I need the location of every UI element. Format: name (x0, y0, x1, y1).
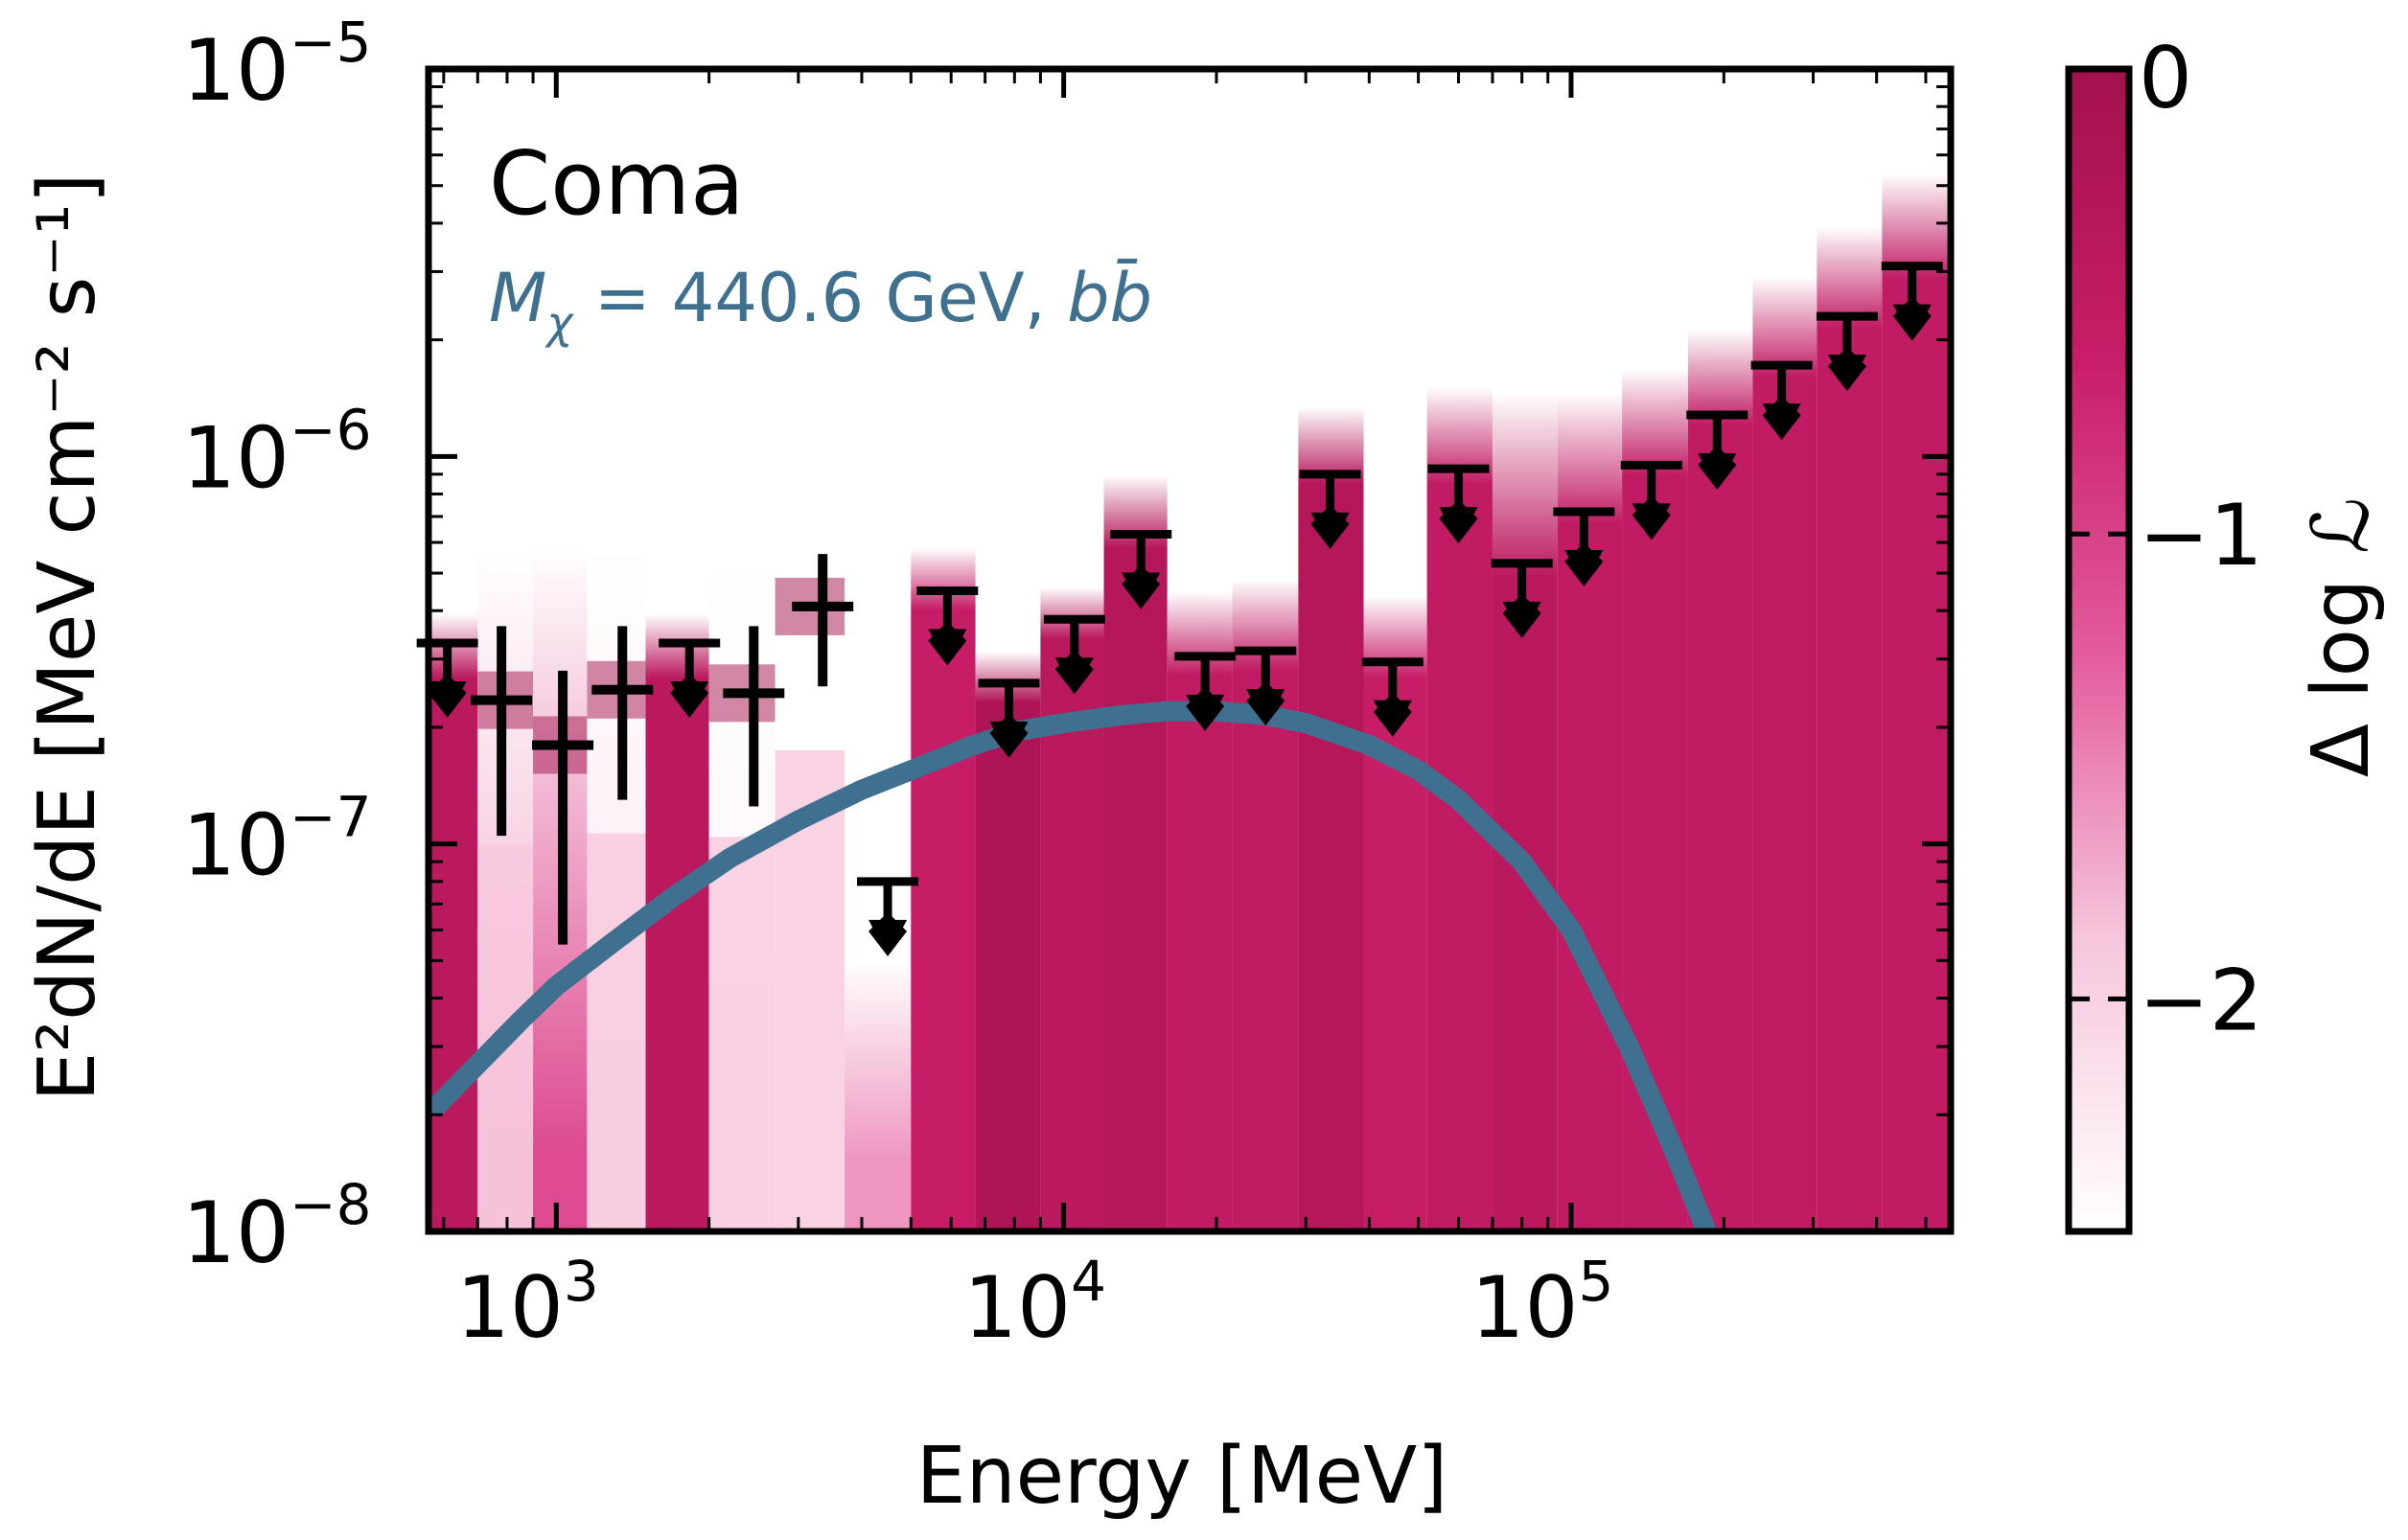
upper-limit-marker (1427, 464, 1490, 544)
upper-limit-marker (1299, 470, 1361, 549)
colorbar-tick-label: −1 (2139, 486, 2263, 585)
y-tick-label: 10−7 (182, 785, 371, 895)
upper-limit-marker (1620, 460, 1682, 540)
x-axis-label: Energy [MeV] (916, 1431, 1447, 1522)
x-tick-label: 103 (456, 1249, 599, 1357)
annotations: Coma Mχ = 440.6 GeV, bb̄ Energy [MeV] E²… (22, 132, 2387, 1522)
source-name: Coma (489, 132, 745, 235)
upper-limit-marker (1043, 614, 1105, 695)
upper-limit-marker (1110, 529, 1172, 609)
flux-point (532, 670, 594, 945)
model-mass-symbol: M (489, 259, 546, 337)
model-label: Mχ = 440.6 GeV, bb̄ (489, 258, 1152, 349)
y-ticks: 10−8 10−7 10−6 10−5 (182, 10, 1951, 1282)
upper-limit-marker (1750, 360, 1813, 441)
plot-area: 103 104 105 10−8 10−7 10−6 10−5 (182, 10, 1955, 1357)
upper-limit-marker (1361, 657, 1424, 737)
colorbar-label: Δ log ℒ (2296, 497, 2387, 777)
likelihood-band (1040, 586, 1104, 1231)
x-ticks: 103 104 105 (442, 69, 1928, 1357)
flux-point (792, 554, 854, 687)
upper-limit-marker (1816, 311, 1878, 392)
likelihood-band (1882, 172, 1951, 1231)
likelihood-band (1492, 393, 1558, 1231)
colorbar-tick-label: 0 (2139, 29, 2192, 127)
upper-limit-marker (1491, 559, 1553, 638)
upper-limit-marker (1553, 507, 1615, 587)
model-mass-subscript: χ (544, 297, 574, 349)
likelihood-fade (708, 837, 776, 1231)
axes-frame (425, 65, 1955, 1235)
colorbar-tick-label: −2 (2139, 951, 2263, 1049)
likelihood-band (428, 613, 478, 1231)
likelihood-fade (587, 833, 646, 1231)
flux-markers (416, 262, 1943, 956)
upper-limit-marker (978, 678, 1040, 758)
likelihood-band (845, 958, 912, 1231)
likelihood-band (911, 547, 976, 1231)
upper-limit-marker (857, 877, 919, 956)
upper-limit-marker (1881, 262, 1943, 341)
likelihood-band (1167, 591, 1233, 1231)
upper-limit-marker (1235, 646, 1297, 726)
upper-limit-marker (1686, 410, 1748, 490)
likelihood-band (1557, 393, 1623, 1231)
y-tick-label: 10−6 (182, 397, 371, 507)
upper-limit-marker (659, 638, 721, 719)
y-axis-label: E²dN/dE [MeV cm⁻² s⁻¹] (22, 172, 113, 1101)
y-tick-label: 10−5 (182, 10, 371, 120)
colorbar-gradient (2069, 69, 2129, 1231)
upper-limit-marker (916, 586, 979, 666)
dm-model-curve (428, 701, 1717, 1231)
flux-point (471, 626, 533, 837)
likelihood-bands (428, 172, 1951, 1231)
colorbar: 0 −1 −2 (2065, 29, 2263, 1235)
likelihood-band (1817, 226, 1883, 1231)
model-mass-value: = 440.6 GeV, (573, 259, 1068, 337)
flux-point (591, 626, 654, 800)
model-channel: bb̄ (1067, 258, 1152, 337)
colorbar-frame (2065, 65, 2133, 1235)
y-tick-label: 10−8 (182, 1172, 371, 1282)
flux-point (723, 626, 785, 807)
x-tick-label: 104 (963, 1249, 1106, 1357)
upper-limit-marker (1174, 652, 1237, 731)
x-tick-label: 105 (1471, 1249, 1614, 1357)
likelihood-band (645, 613, 709, 1231)
